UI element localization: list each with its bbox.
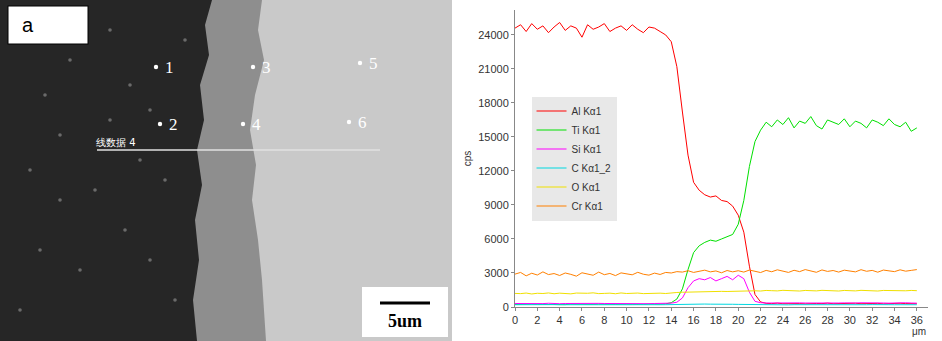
svg-text:18000: 18000	[478, 97, 509, 109]
svg-text:4: 4	[557, 314, 563, 326]
svg-text:16: 16	[687, 314, 699, 326]
svg-text:5um: 5um	[388, 311, 422, 331]
svg-text:线数据 4: 线数据 4	[96, 137, 136, 148]
svg-text:O Kα1: O Kα1	[572, 182, 601, 193]
svg-text:1: 1	[165, 58, 174, 77]
svg-text:12: 12	[643, 314, 655, 326]
svg-text:9000: 9000	[484, 199, 508, 211]
svg-text:4: 4	[252, 115, 261, 134]
svg-text:3: 3	[262, 58, 271, 77]
svg-text:8: 8	[601, 314, 607, 326]
svg-text:0: 0	[503, 301, 509, 313]
svg-text:Cr Kα1: Cr Kα1	[572, 201, 604, 212]
svg-text:cps: cps	[462, 151, 473, 167]
svg-text:36: 36	[911, 314, 923, 326]
svg-text:6: 6	[579, 314, 585, 326]
svg-text:2: 2	[534, 314, 540, 326]
svg-text:32: 32	[866, 314, 878, 326]
svg-text:6: 6	[358, 113, 367, 132]
svg-text:24000: 24000	[478, 29, 509, 41]
svg-text:a: a	[22, 14, 34, 36]
svg-text:34: 34	[888, 314, 900, 326]
svg-text:3000: 3000	[484, 267, 508, 279]
svg-text:20: 20	[732, 314, 744, 326]
svg-text:12000: 12000	[478, 165, 509, 177]
svg-text:21000: 21000	[478, 63, 509, 75]
svg-text:26: 26	[799, 314, 811, 326]
svg-text:24: 24	[777, 314, 789, 326]
svg-text:14: 14	[665, 314, 677, 326]
svg-text:18: 18	[710, 314, 722, 326]
svg-text:Al Kα1: Al Kα1	[572, 106, 602, 117]
svg-text:22: 22	[754, 314, 766, 326]
svg-text:10: 10	[620, 314, 632, 326]
svg-text:0: 0	[512, 314, 518, 326]
svg-text:5: 5	[369, 54, 378, 73]
svg-text:μm: μm	[912, 326, 926, 337]
svg-text:C Kα1_2: C Kα1_2	[572, 163, 612, 174]
svg-text:2: 2	[169, 115, 178, 134]
svg-text:6000: 6000	[484, 233, 508, 245]
svg-text:15000: 15000	[478, 131, 509, 143]
svg-text:Si Kα1: Si Kα1	[572, 144, 602, 155]
svg-text:Ti Kα1: Ti Kα1	[572, 125, 601, 136]
svg-text:30: 30	[844, 314, 856, 326]
svg-text:28: 28	[821, 314, 833, 326]
